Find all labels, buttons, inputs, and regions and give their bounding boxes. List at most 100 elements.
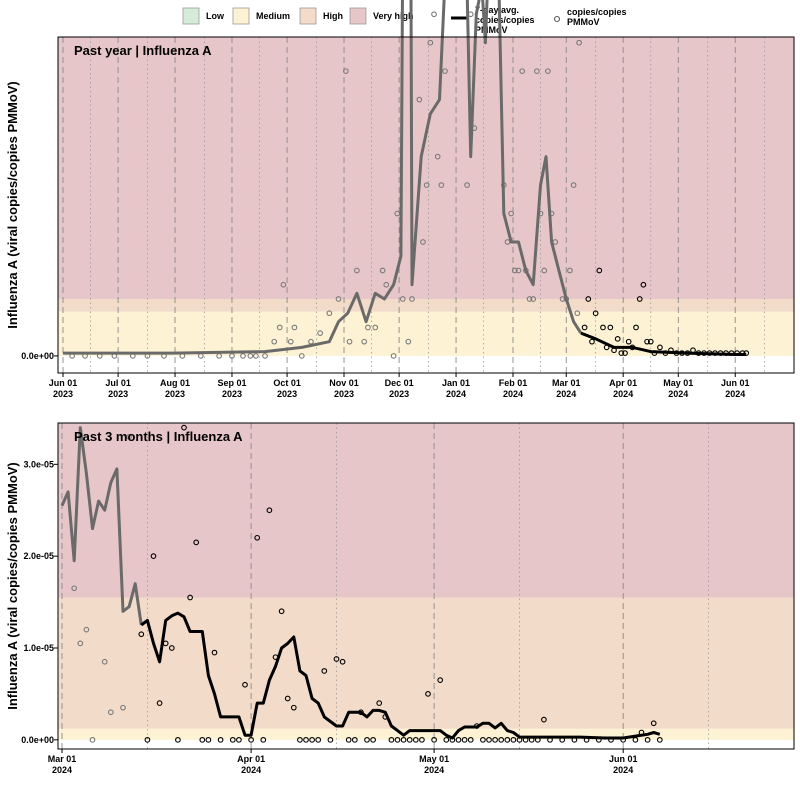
point-current-12 [211, 649, 218, 656]
point-past-19 [291, 324, 298, 331]
panel-past-year: 0.0e+003.0e-046.0e-049.0e-04Jun 012023Ju… [5, 0, 795, 399]
point-current-14 [633, 324, 639, 331]
point-past-3 [89, 736, 96, 743]
point-current-20 [266, 507, 273, 514]
y-tick-label-0: 0.0e+00 [21, 351, 54, 361]
band-high [58, 298, 794, 312]
point-past-47 [442, 68, 448, 75]
point-current-0 [581, 324, 588, 331]
point-current-33 [345, 736, 352, 743]
point-past-33 [390, 353, 397, 359]
x-tick-label-12: Jun 01 [721, 378, 750, 388]
plot-frame [57, 422, 795, 750]
y-tick-label-1: 1.0e-05 [23, 643, 54, 653]
x-tick-year-2: 2023 [165, 389, 185, 399]
x-tick-year-5: 2023 [334, 389, 354, 399]
point-current-24 [290, 704, 297, 711]
point-current-5 [168, 645, 175, 651]
point-current-16 [640, 281, 647, 288]
point-current-23 [284, 695, 291, 702]
point-current-3 [592, 310, 599, 317]
point-current-11 [205, 736, 212, 743]
band-very-high [58, 423, 794, 598]
point-current-36 [364, 736, 370, 743]
point-current-75 [644, 736, 651, 743]
point-current-56 [486, 736, 492, 743]
legend-swatch-3 [349, 7, 367, 25]
x-tick-year-10: 2024 [613, 389, 633, 399]
legend-point-label-0: copies/copies [567, 7, 627, 17]
point-past-32 [383, 281, 390, 288]
x-tick-label-10: Apr 01 [609, 378, 637, 388]
point-current-32 [339, 658, 346, 665]
x-tick-label-3: Sep 01 [217, 378, 246, 388]
point-current-77 [656, 736, 663, 743]
y-tick-label-0: 0.0e+00 [21, 735, 54, 745]
point-current-29 [321, 668, 328, 674]
point-past-30 [372, 324, 379, 331]
point-past-25 [342, 68, 349, 75]
line-7day-avg-past [60, 426, 143, 626]
point-past-84 [576, 39, 582, 46]
point-past-40 [416, 96, 423, 103]
point-past-17 [280, 281, 287, 288]
point-current-7 [181, 424, 187, 431]
point-past-66 [511, 267, 518, 274]
point-current-51 [455, 736, 462, 743]
point-current-12 [625, 338, 632, 345]
point-current-7 [607, 324, 614, 331]
point-current-44 [412, 736, 419, 743]
point-current-10 [618, 350, 625, 356]
point-current-27 [309, 736, 315, 743]
plot-frame [57, 36, 795, 374]
point-past-24 [335, 296, 342, 302]
x-tick-year-0: 2023 [53, 389, 73, 399]
legend-label-1: Medium [256, 11, 290, 21]
point-current-59 [504, 736, 511, 743]
point-current-18 [254, 534, 261, 541]
point-past-83 [574, 310, 581, 317]
point-past-43 [427, 39, 434, 46]
band-very-high [58, 37, 794, 299]
x-tick-label-2: Aug 01 [160, 378, 190, 388]
point-current-41 [394, 736, 401, 743]
point-current-46 [425, 691, 431, 697]
point-current-0 [138, 631, 145, 638]
legend-swatch-0 [182, 7, 200, 25]
point-current-2 [589, 338, 595, 345]
point-current-15 [236, 736, 242, 743]
point-current-57 [492, 736, 498, 743]
point-current-52 [461, 736, 468, 743]
point-past-71 [530, 296, 537, 302]
point-past-11 [240, 353, 246, 359]
point-current-8 [187, 594, 193, 601]
point-current-6 [175, 736, 181, 743]
point-current-25 [297, 736, 303, 743]
x-tick-year-3: 2023 [222, 389, 242, 399]
legend-point-key [553, 15, 561, 23]
x-tick-year-2: 2024 [424, 765, 444, 775]
point-current-9 [193, 539, 200, 546]
band-high [58, 597, 794, 729]
point-past-1 [77, 640, 84, 647]
point-current-11 [622, 350, 628, 356]
x-tick-label-11: May 01 [663, 378, 693, 388]
x-tick-label-9: Mar 01 [552, 378, 581, 388]
x-tick-year-6: 2023 [389, 389, 409, 399]
x-tick-label-1: Jul 01 [105, 378, 131, 388]
x-tick-year-1: 2024 [241, 765, 261, 775]
point-current-31 [333, 656, 340, 662]
point-current-13 [217, 736, 224, 743]
point-past-74 [541, 267, 548, 274]
point-past-6 [120, 704, 126, 711]
point-current-40 [388, 736, 395, 743]
point-current-5 [600, 324, 606, 331]
point-current-30 [327, 736, 334, 743]
point-current-3 [156, 700, 163, 706]
point-current-20 [657, 344, 663, 351]
x-tick-year-1: 2023 [108, 389, 128, 399]
point-current-76 [650, 720, 657, 727]
point-past-16 [276, 324, 283, 331]
